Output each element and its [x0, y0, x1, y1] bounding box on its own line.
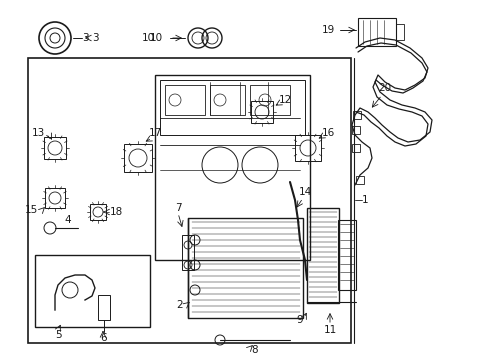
Bar: [164, 85, 204, 115]
Bar: [357, 18, 395, 46]
Text: 19: 19: [321, 25, 334, 35]
Bar: [187, 218, 303, 318]
Bar: [351, 144, 359, 152]
Bar: [44, 137, 66, 159]
Bar: [337, 220, 355, 290]
Text: 15: 15: [25, 205, 38, 215]
Bar: [250, 101, 272, 123]
Bar: [352, 111, 360, 119]
Text: 7: 7: [174, 203, 181, 213]
Text: 10: 10: [149, 33, 163, 43]
Text: 16: 16: [321, 128, 334, 138]
Text: 17: 17: [148, 128, 162, 138]
Text: 6: 6: [101, 333, 107, 343]
Text: 3: 3: [92, 33, 98, 43]
Text: 3: 3: [82, 33, 88, 43]
Text: 9: 9: [296, 315, 303, 325]
Bar: [155, 75, 309, 260]
Bar: [98, 295, 110, 320]
Bar: [124, 144, 152, 172]
Bar: [351, 126, 359, 134]
Bar: [209, 85, 244, 115]
Bar: [395, 24, 403, 40]
Text: 10: 10: [142, 33, 155, 43]
Text: 8: 8: [251, 345, 258, 355]
Text: 11: 11: [323, 325, 336, 335]
Bar: [182, 235, 194, 270]
Bar: [90, 204, 106, 220]
Text: 18: 18: [110, 207, 123, 217]
Bar: [306, 208, 338, 303]
Bar: [160, 80, 305, 135]
Text: 1: 1: [361, 195, 368, 205]
Bar: [355, 176, 363, 184]
Text: 2: 2: [176, 300, 183, 310]
Text: 5: 5: [55, 330, 61, 340]
Text: 13: 13: [32, 128, 45, 138]
Bar: [45, 188, 65, 208]
Text: 20: 20: [378, 83, 391, 93]
Bar: [249, 85, 289, 115]
Bar: [28, 58, 350, 343]
Text: 12: 12: [278, 95, 291, 105]
Bar: [294, 135, 320, 161]
Text: 4: 4: [64, 215, 71, 225]
Bar: [35, 255, 150, 327]
Text: 14: 14: [298, 187, 311, 197]
